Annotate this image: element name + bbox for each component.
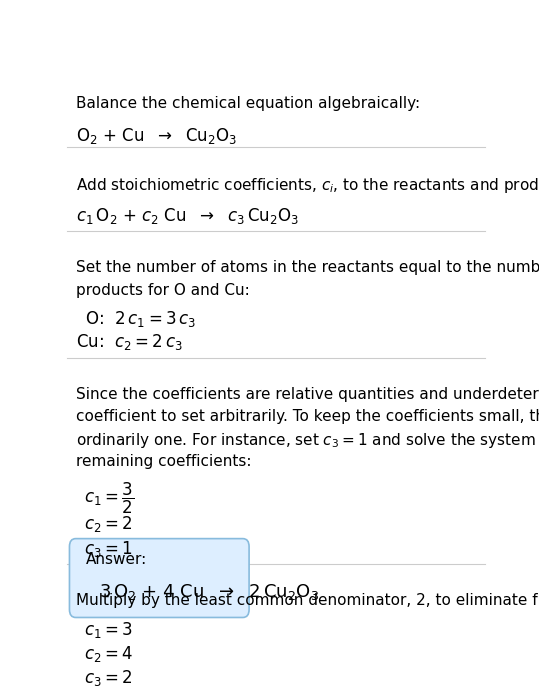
Text: coefficient to set arbitrarily. To keep the coefficients small, the arbitrary va: coefficient to set arbitrarily. To keep … (75, 409, 539, 424)
Text: O:  $2\,c_1 = 3\,c_3$: O: $2\,c_1 = 3\,c_3$ (80, 309, 196, 329)
Text: ordinarily one. For instance, set $c_3 = 1$ and solve the system of equations fo: ordinarily one. For instance, set $c_3 =… (75, 432, 539, 450)
Text: Since the coefficients are relative quantities and underdetermined, choose a: Since the coefficients are relative quan… (75, 387, 539, 402)
Text: Cu:  $c_2 = 2\,c_3$: Cu: $c_2 = 2\,c_3$ (75, 332, 182, 352)
Text: Add stoichiometric coefficients, $c_i$, to the reactants and products:: Add stoichiometric coefficients, $c_i$, … (75, 176, 539, 195)
Text: remaining coefficients:: remaining coefficients: (75, 454, 251, 468)
Text: Set the number of atoms in the reactants equal to the number of atoms in the: Set the number of atoms in the reactants… (75, 260, 539, 275)
Text: $c_1\,\mathregular{O_2}$ + $c_2$ Cu  $\rightarrow$  $c_3\,\mathregular{Cu_2O_3}$: $c_1\,\mathregular{O_2}$ + $c_2$ Cu $\ri… (75, 206, 299, 226)
Text: $c_3 = 2$: $c_3 = 2$ (84, 668, 133, 689)
Text: Multiply by the least common denominator, 2, to eliminate fractional coefficient: Multiply by the least common denominator… (75, 594, 539, 608)
Text: Balance the chemical equation algebraically:: Balance the chemical equation algebraica… (75, 96, 420, 111)
Text: $c_2 = 2$: $c_2 = 2$ (84, 514, 133, 534)
Text: $c_1 = 3$: $c_1 = 3$ (84, 620, 133, 640)
Text: $c_2 = 4$: $c_2 = 4$ (84, 644, 133, 664)
Text: $3\,\mathregular{O_2}$ + 4 Cu  $\rightarrow$  $2\,\mathregular{Cu_2O_3}$: $3\,\mathregular{O_2}$ + 4 Cu $\rightarr… (99, 582, 319, 602)
Text: $c_1 = \dfrac{3}{2}$: $c_1 = \dfrac{3}{2}$ (84, 481, 134, 516)
Text: Answer:: Answer: (86, 552, 148, 567)
Text: $c_3 = 1$: $c_3 = 1$ (84, 539, 133, 558)
Text: $\mathregular{O_2}$ + Cu  $\rightarrow$  $\mathregular{Cu_2O_3}$: $\mathregular{O_2}$ + Cu $\rightarrow$ $… (75, 126, 237, 146)
FancyBboxPatch shape (70, 538, 249, 617)
Text: products for O and Cu:: products for O and Cu: (75, 282, 250, 298)
